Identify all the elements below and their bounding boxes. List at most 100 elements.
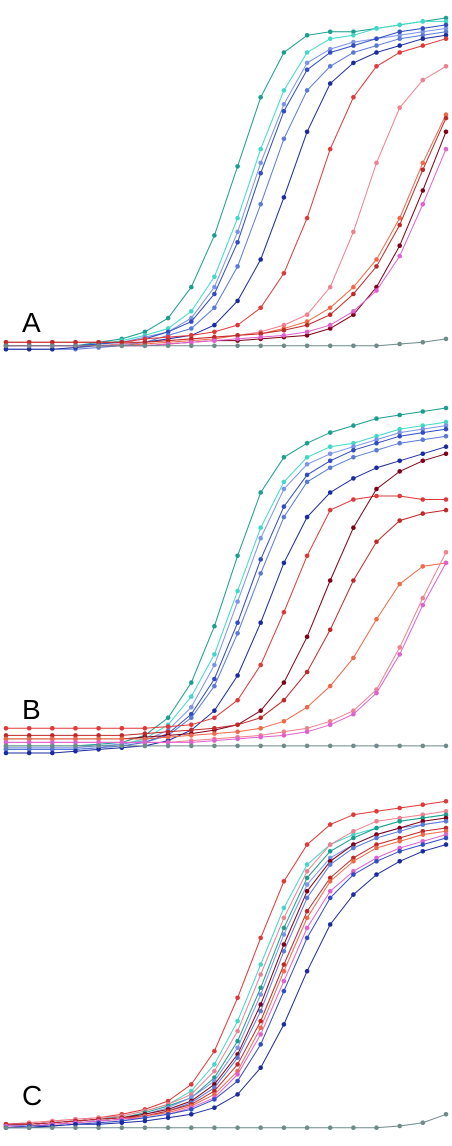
data-point: [397, 1123, 403, 1129]
data-point: [119, 343, 125, 349]
data-point: [443, 560, 449, 566]
data-point: [165, 1125, 171, 1130]
data-point: [50, 740, 55, 745]
data-point: [119, 1125, 125, 1130]
data-point: [397, 105, 403, 110]
data-point: [142, 731, 148, 736]
panel-b-series-11: [3, 550, 449, 745]
data-point: [304, 333, 310, 338]
data-point: [420, 822, 426, 827]
data-point: [443, 129, 449, 135]
panel-a-plot: [3, 15, 449, 352]
data-point: [142, 736, 148, 742]
panel-a-series-7: [3, 36, 449, 345]
data-point: [258, 1002, 264, 1007]
data-point: [374, 437, 379, 443]
data-point: [3, 343, 9, 349]
data-point: [235, 264, 240, 269]
data-point: [374, 343, 379, 349]
data-point: [73, 340, 78, 345]
data-point: [397, 253, 403, 259]
data-point: [304, 743, 310, 749]
panel-a-series-5: [3, 29, 449, 352]
series-line: [6, 114, 447, 347]
series-line: [6, 17, 447, 347]
data-point: [165, 715, 171, 721]
data-point: [235, 322, 240, 328]
data-point: [212, 623, 217, 629]
data-point: [327, 888, 333, 894]
data-point: [374, 859, 379, 864]
series-line: [6, 834, 447, 1127]
panel-c-series-8: [3, 825, 449, 1127]
data-point: [189, 309, 194, 314]
data-point: [304, 553, 310, 559]
series-line: [5, 814, 447, 1127]
data-point: [235, 333, 240, 338]
data-point: [351, 743, 356, 749]
data-point: [235, 336, 240, 342]
data-point: [443, 146, 449, 152]
data-point: [165, 343, 171, 349]
data-point: [443, 405, 449, 411]
data-point: [96, 747, 101, 752]
data-point: [443, 799, 449, 804]
data-point: [3, 740, 9, 745]
data-point: [142, 743, 148, 749]
panel-b-series-13: [3, 743, 449, 749]
data-point: [96, 340, 101, 345]
data-point: [258, 985, 264, 991]
data-point: [327, 490, 333, 495]
data-point: [443, 115, 449, 121]
data-point: [304, 729, 310, 735]
data-point: [212, 1088, 217, 1094]
data-point: [119, 733, 125, 738]
data-point: [281, 136, 287, 142]
data-point: [235, 1018, 240, 1024]
data-point: [304, 908, 310, 914]
data-point: [397, 458, 403, 464]
data-point: [96, 736, 101, 742]
data-point: [374, 690, 379, 696]
data-point: [443, 835, 449, 841]
data-point: [420, 340, 426, 345]
data-point: [397, 215, 403, 221]
data-point: [351, 711, 356, 717]
data-point: [142, 340, 148, 345]
data-point: [327, 64, 333, 69]
data-point: [281, 905, 287, 911]
data-point: [258, 972, 264, 977]
data-point: [420, 77, 426, 83]
data-point: [189, 340, 194, 345]
data-point: [258, 662, 264, 668]
data-point: [189, 1095, 194, 1100]
data-point: [443, 444, 449, 450]
data-point: [281, 271, 287, 276]
data-point: [397, 645, 403, 650]
data-point: [374, 845, 379, 851]
data-point: [3, 733, 9, 738]
data-point: [96, 726, 101, 731]
series-line: [6, 428, 447, 750]
data-point: [281, 560, 287, 566]
data-point: [26, 743, 32, 749]
series-line: [6, 562, 447, 743]
data-point: [189, 1082, 194, 1087]
data-point: [327, 465, 333, 471]
data-point: [397, 433, 403, 439]
data-point: [212, 291, 217, 297]
data-point: [397, 743, 403, 749]
data-point: [189, 343, 194, 349]
data-point: [327, 284, 333, 290]
panel-c-series-10: [3, 832, 449, 1129]
panel-c-series-6: [3, 815, 449, 1127]
data-point: [327, 146, 333, 152]
data-point: [420, 188, 426, 193]
data-point: [374, 835, 379, 841]
data-point: [351, 444, 356, 450]
data-point: [235, 1062, 240, 1067]
data-point: [258, 1025, 264, 1031]
data-point: [235, 1038, 240, 1044]
series-line: [6, 421, 447, 747]
data-point: [420, 815, 426, 821]
